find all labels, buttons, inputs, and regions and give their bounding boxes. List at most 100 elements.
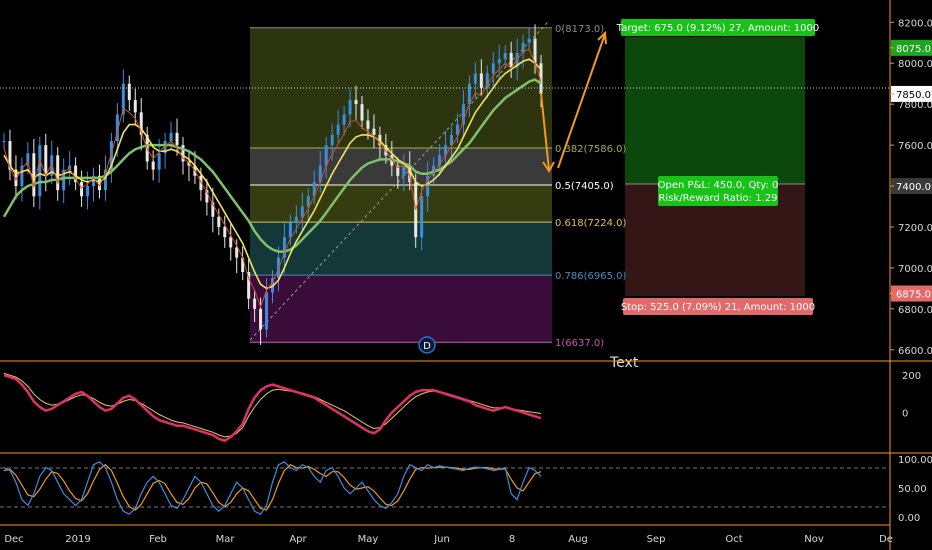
text-note[interactable]: Text [609, 355, 639, 371]
candle-body [461, 104, 465, 125]
candle-body [32, 153, 36, 197]
time-tick-label: 2019 [65, 534, 90, 545]
down-arrow-head [542, 161, 555, 173]
candle-body [247, 272, 251, 299]
candle-body [253, 298, 257, 309]
price-highlight-badge [891, 285, 932, 302]
candle-body [521, 42, 525, 53]
candle-body [354, 100, 358, 105]
time-tick-label: May [358, 534, 379, 545]
candle-body [115, 114, 119, 142]
price-tick-label: 7200.0 [898, 223, 932, 234]
fibonacci-labels: 0(8173.0) 0.382(7586.0) 0.5(7405.0) 0.618(7… [555, 24, 627, 349]
osc2-tick-label: 0.00 [898, 513, 920, 524]
price-highlight-badge [891, 39, 932, 56]
time-axis[interactable]: Dec 2019 Feb Mar Apr May Jun 8 Aug Sep Oct Nov De [4, 534, 893, 545]
event-marker[interactable]: D [418, 336, 436, 354]
price-highlight-label: 6875.0 [896, 290, 931, 301]
stop-label: Stop: 525.0 (7.09%) 21, Amount: 1000 [621, 302, 815, 313]
time-tick-label: Apr [289, 534, 307, 545]
osc2-axis: 100.00 50.00 0.00 [898, 455, 932, 524]
time-tick-label: Mar [216, 534, 236, 545]
candle-body [497, 59, 501, 64]
candle-body [479, 73, 483, 88]
price-tick-label: 6600.0 [898, 346, 932, 357]
candle-body [97, 175, 101, 191]
price-candles [2, 24, 543, 345]
candle-body [306, 196, 310, 207]
candle-body [300, 206, 304, 217]
candle-body [241, 257, 245, 273]
candle-body [438, 155, 442, 166]
fibonacci-retracement[interactable] [250, 27, 552, 343]
ma-fast-line [3, 58, 542, 290]
time-tick-label: Feb [149, 534, 167, 545]
candle-body [450, 134, 453, 146]
candle-body [121, 83, 125, 115]
candle-body [444, 145, 448, 156]
price-tick-label: 6800.0 [898, 305, 932, 316]
target-zone[interactable] [625, 37, 805, 184]
candle-body [38, 145, 42, 197]
candle-body [455, 124, 459, 135]
fib-level-label: 0.618(7224.0) [555, 218, 627, 229]
candle-body [20, 165, 24, 187]
candle-body [288, 222, 292, 238]
risk-reward-label: Risk/Reward Ratio: 1.29 [658, 193, 777, 204]
time-tick-label: Oct [725, 534, 742, 545]
fib-level-label: 0.5(7405.0) [555, 181, 614, 192]
price-tick-label: 7600.0 [898, 141, 932, 152]
candle-body [509, 52, 513, 68]
osc2-tick-label: 100.00 [898, 455, 932, 466]
candle-body [294, 216, 298, 223]
candle-body [74, 165, 78, 182]
time-tick-label: Jun [433, 534, 450, 545]
candle-body [133, 100, 137, 113]
price-highlight-badge [891, 178, 932, 195]
candle-body [426, 175, 430, 197]
candle-body [127, 83, 131, 101]
stoch-k-line [3, 461, 542, 515]
candle-body [223, 226, 227, 238]
candle-body [366, 120, 370, 129]
candle-body [330, 134, 334, 146]
price-highlight-label: 7850.0 [896, 90, 931, 101]
candle-body [139, 112, 143, 135]
price-tick-label: 7800.0 [898, 100, 932, 111]
candle-body [56, 155, 60, 191]
open-pl-box[interactable]: Open P&L: 450.0, Qty: 0 Risk/Reward Rati… [658, 176, 779, 206]
candle-body [348, 100, 352, 115]
candle-body [282, 237, 286, 258]
candle-body [485, 73, 489, 88]
candle-body [515, 52, 519, 68]
candle-body [491, 63, 495, 74]
price-tick-label: 8200.0 [898, 18, 932, 29]
osc1-tick-label: 200 [902, 371, 921, 382]
candle-body [62, 169, 66, 191]
candle-body [259, 308, 263, 330]
fib-band-4 [250, 275, 552, 343]
candle-body [312, 181, 316, 197]
candle-body [229, 237, 233, 248]
fib-band-0 [250, 27, 552, 148]
projection-arrows[interactable] [540, 30, 607, 173]
candle-body [318, 165, 322, 182]
event-marker-label: D [423, 341, 431, 352]
candle-body [68, 165, 72, 170]
candle-body [2, 141, 6, 143]
up-arrow-head [597, 30, 607, 45]
candle-body [360, 104, 364, 121]
target-label-box[interactable]: Target: 675.0 (9.12%) 27, Amount: 1000 [616, 19, 819, 36]
candle-body [211, 202, 215, 217]
candle-body [265, 292, 269, 330]
stop-label-box[interactable]: Stop: 525.0 (7.09%) 21, Amount: 1000 [621, 298, 815, 315]
candle-body [527, 38, 531, 43]
fib-trend-line [249, 21, 549, 341]
candle-body [86, 186, 90, 197]
candle-body [336, 124, 340, 135]
candle-body [181, 145, 185, 162]
candle-body [408, 165, 412, 182]
price-highlight-label: 8075.0 [896, 44, 931, 55]
